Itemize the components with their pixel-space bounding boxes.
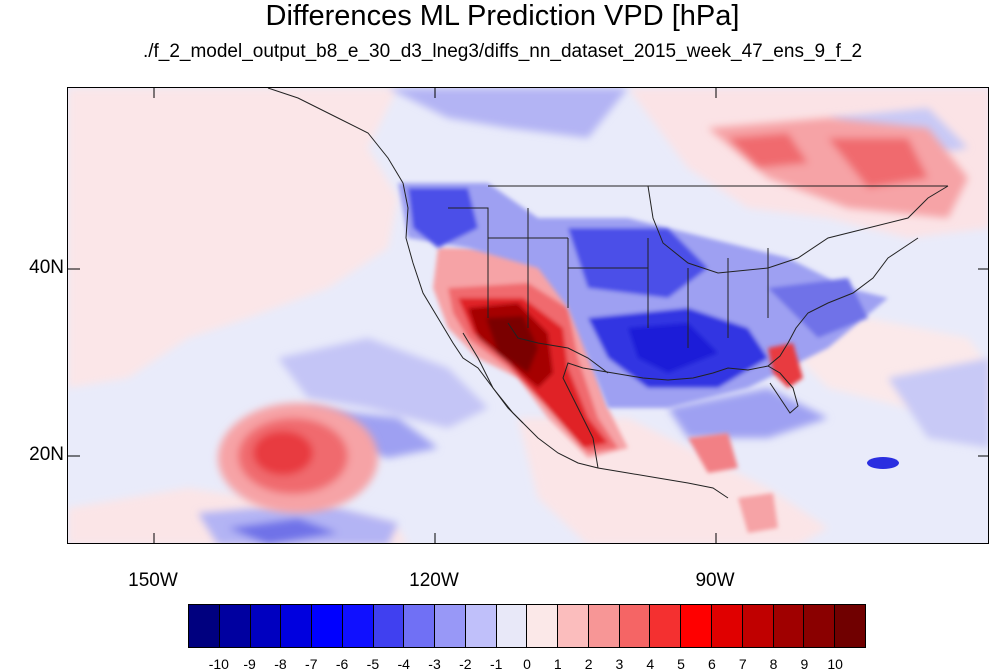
colorbar-tick-label: 1 xyxy=(553,656,562,672)
difference-field-map xyxy=(68,88,988,543)
colorbar-swatch xyxy=(281,605,313,647)
colorbar-swatch xyxy=(342,605,374,647)
colorbar-swatch xyxy=(465,605,497,647)
colorbar-tick-label: 2 xyxy=(584,656,593,672)
northeast-positive-zone xyxy=(708,118,968,218)
colorbar-tick-label: -1 xyxy=(489,656,503,672)
lat-label-20n: 20N xyxy=(29,444,64,465)
colorbar-swatch xyxy=(496,605,528,647)
colorbar-tick-label: 4 xyxy=(646,656,655,672)
colorbar-tick-label: 10 xyxy=(827,656,843,672)
chart-title: Differences ML Prediction VPD [hPa] xyxy=(265,0,740,32)
lon-label-150w: 150W xyxy=(128,570,178,591)
colorbar-swatch xyxy=(373,605,405,647)
colorbar-tick-label: 5 xyxy=(677,656,685,672)
lat-label-40n: 40N xyxy=(29,257,64,278)
caribbean-negative-patch xyxy=(867,457,899,469)
colorbar-tick-label: -10 xyxy=(208,656,229,672)
colorbar xyxy=(188,604,866,648)
colorbar-tick-label: 3 xyxy=(615,656,624,672)
map-panel xyxy=(67,87,989,544)
colorbar-tick-label: 6 xyxy=(708,656,716,672)
colorbar-tick-label: -4 xyxy=(397,656,410,672)
colorbar-swatch xyxy=(650,605,682,647)
colorbar-swatch xyxy=(527,605,559,647)
colorbar-tick-label: -6 xyxy=(335,656,349,672)
colorbar-tick-label: -5 xyxy=(366,656,380,672)
colorbar-swatch xyxy=(250,605,282,647)
colorbar-swatch xyxy=(435,605,466,647)
colorbar-tick-label: -7 xyxy=(305,656,318,672)
lon-label-90w: 90W xyxy=(695,570,735,591)
colorbar-swatch xyxy=(219,605,251,647)
colorbar-swatch xyxy=(681,605,713,647)
colorbar-swatch xyxy=(189,605,220,647)
pacific-positive-swirl xyxy=(218,403,378,513)
lon-label-120w: 120W xyxy=(409,570,459,591)
coastlines-and-borders xyxy=(267,88,949,499)
colorbar-tick-label: 0 xyxy=(523,656,531,672)
colorbar-swatch xyxy=(312,605,343,647)
colorbar-swatch xyxy=(404,605,436,647)
colorbar-tick-label: 8 xyxy=(769,656,778,672)
colorbar-swatch xyxy=(588,605,620,647)
inner-axis-ticks xyxy=(68,88,988,543)
colorbar-swatch xyxy=(619,605,651,647)
colorbar-labels: -10 -9 -8 -7 -6 -5 -4 -3 -2 -1 0 1 2 3 4 5 6 7 8 9 10 xyxy=(0,656,1005,672)
florida-positive-zone xyxy=(768,343,803,388)
chart-subtitle: ./f_2_model_output_b8_e_30_d3_lneg3/diff… xyxy=(142,41,863,62)
colorbar-tick-label: -3 xyxy=(428,656,441,672)
colorbar-tick-label: 7 xyxy=(738,656,747,672)
central-america-positive-zone xyxy=(688,433,778,533)
colorbar-tick-label: -9 xyxy=(243,656,256,672)
colorbar-swatch xyxy=(742,605,774,647)
colorbar-tick-label: 9 xyxy=(800,656,809,672)
colorbar-swatch xyxy=(835,605,865,647)
colorbar-swatch xyxy=(773,605,805,647)
colorbar-swatch xyxy=(804,605,836,647)
colorbar-tick-label: -8 xyxy=(274,656,287,672)
colorbar-swatch xyxy=(712,605,743,647)
colorbar-swatch xyxy=(558,605,589,647)
colorbar-tick-label: -2 xyxy=(459,656,472,672)
central-us-negative-zone xyxy=(398,183,888,408)
